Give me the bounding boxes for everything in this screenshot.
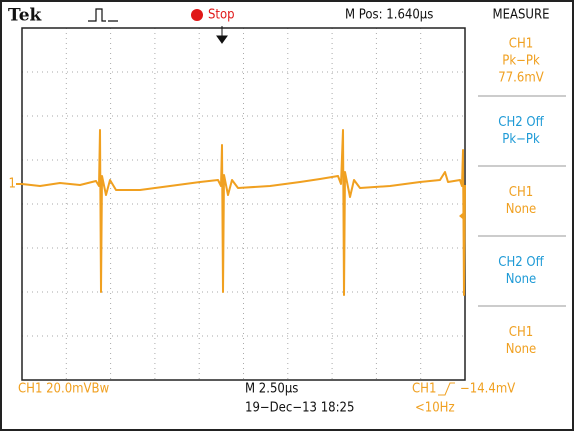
menu-item-line: CH2 Off	[498, 115, 544, 130]
menu-item-line: None	[506, 272, 537, 287]
run-status: Stop	[208, 8, 235, 23]
trigger-level-marker	[459, 211, 465, 221]
timebase: M 2.50µs	[245, 382, 298, 397]
brand: Tek	[8, 6, 43, 26]
menu-item-line: CH1	[509, 185, 533, 200]
menu-item-line: Pk−Pk	[502, 132, 540, 147]
menu-item-line: CH1	[509, 325, 533, 340]
datetime: 19−Dec−13 18:25	[245, 401, 354, 416]
trigger-frequency: <10Hz	[415, 401, 455, 416]
menu-item-line: CH2 Off	[498, 255, 544, 270]
trigger-position	[216, 26, 228, 44]
menu-item-line: None	[506, 342, 537, 357]
graticule	[22, 28, 465, 380]
measure-menu: CH1 Pk−Pk 77.6mV CH2 Off Pk−Pk CH1 None CH2 Off…	[478, 37, 566, 357]
menu-item-line: None	[506, 202, 537, 217]
menu-item-line: Pk−Pk	[502, 54, 540, 69]
menu-item-line: CH1	[509, 37, 533, 52]
trigger-source: CH1	[412, 382, 436, 397]
waveform	[21, 129, 466, 296]
menu-title: MEASURE	[493, 8, 550, 23]
channel-marker: 1	[9, 177, 16, 192]
acq-icon	[88, 8, 118, 22]
menu-item-line: 77.6mV	[498, 71, 543, 86]
horizontal-position: M Pos: 1.640µs	[345, 8, 433, 23]
ch1-scale: CH1 20.0mVBw	[18, 382, 110, 397]
trigger-level: −14.4mV	[460, 382, 515, 397]
stop-dot	[191, 9, 203, 21]
edge-icon	[438, 382, 455, 396]
